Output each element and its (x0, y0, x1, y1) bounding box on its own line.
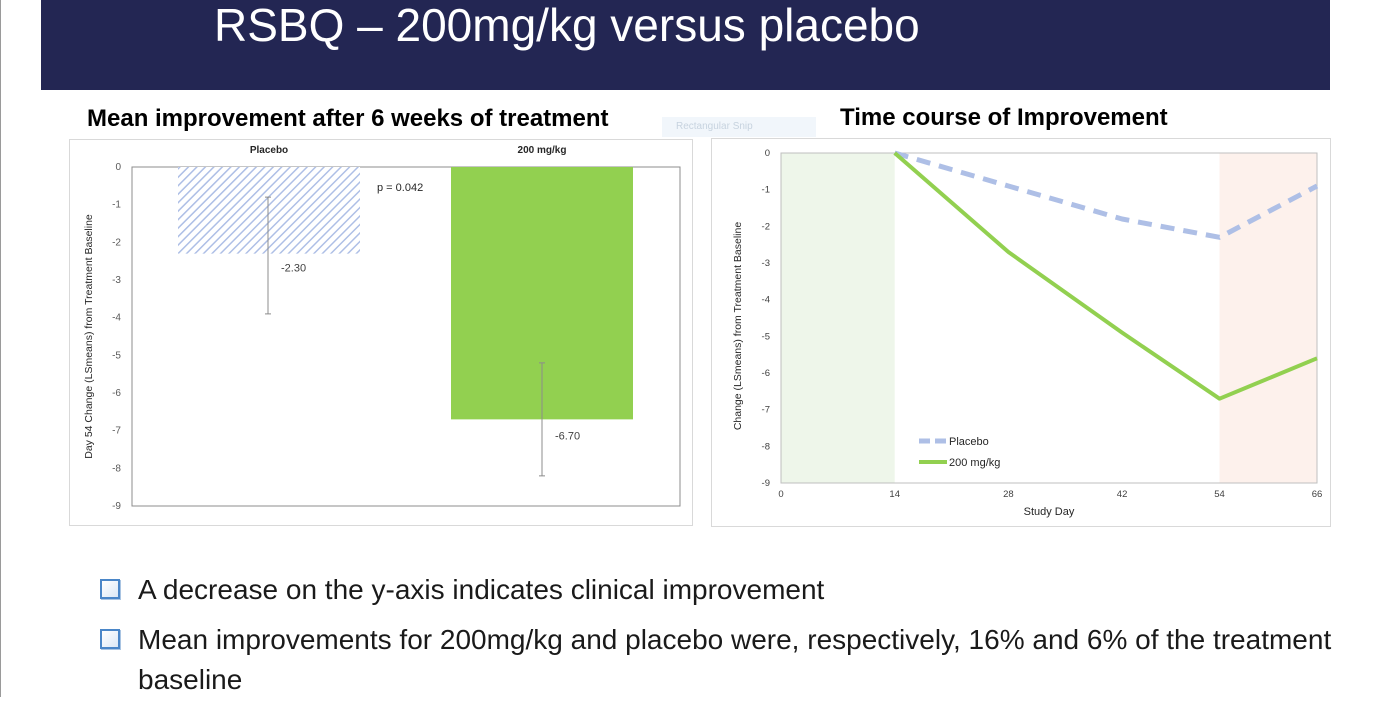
y-tick-label: 0 (115, 162, 121, 173)
shaded-range (781, 153, 895, 483)
x-tick-label: 28 (1003, 489, 1014, 500)
line-chart-svg: 0 -1 -2 -3 -4 -5 -6 -7 -8 -9 0 14 28 42 54 66 Study Day C… (732, 148, 1323, 518)
y-axis-label: Change (LSmeans) from Treatment Baseline (732, 222, 744, 431)
x-tick-label: 14 (889, 489, 900, 500)
plot-area (131, 166, 681, 507)
rectangular-snip-overlay: Rectangular Snip (662, 117, 816, 137)
shaded-range (1219, 153, 1317, 483)
category-label: 200 mg/kg (518, 145, 567, 156)
bullet-text: Mean improvements for 200mg/kg and place… (138, 624, 1332, 695)
bullet-list: A decrease on the y-axis indicates clini… (100, 570, 1340, 710)
y-tick-label: -3 (762, 258, 770, 269)
x-tick-label: 42 (1117, 489, 1128, 500)
y-tick-label: -3 (112, 275, 121, 286)
right-chart-title: Time course of Improvement (840, 104, 1168, 131)
x-tick-label: 66 (1312, 489, 1323, 500)
bullet-item: Mean improvements for 200mg/kg and place… (100, 620, 1340, 700)
plot-area (780, 152, 1318, 484)
legend-label: Placebo (949, 436, 989, 448)
y-tick-label: -5 (112, 350, 121, 361)
category-label: Placebo (250, 145, 288, 156)
y-tick-label: -2 (762, 221, 770, 232)
bullet-text: A decrease on the y-axis indicates clini… (138, 574, 825, 605)
y-tick-label: -8 (762, 441, 770, 452)
line-chart: 0 -1 -2 -3 -4 -5 -6 -7 -8 -9 0 14 28 42 54 66 Study Day C… (711, 138, 1331, 527)
y-tick-label: -1 (762, 185, 770, 196)
left-chart-title: Mean improvement after 6 weeks of treatm… (87, 105, 609, 132)
y-tick-label: -5 (762, 331, 770, 342)
y-tick-label: -6 (762, 368, 770, 379)
y-tick-label: -2 (112, 237, 121, 248)
x-axis-label: Study Day (1024, 506, 1075, 518)
y-tick-label: -9 (112, 501, 121, 512)
y-tick-label: -6 (112, 388, 121, 399)
y-tick-label: -7 (762, 405, 770, 416)
data-label: -2.30 (281, 263, 306, 275)
y-tick-label: -9 (762, 478, 770, 489)
bar-chart-svg: 0 -1 -2 -3 -4 -5 -6 -7 -8 -9 Day 54 Change (LSmean… (83, 145, 681, 512)
p-value-annotation: p = 0.042 (377, 182, 423, 194)
checkbox-bullet-icon (100, 629, 120, 649)
y-tick-label: -4 (112, 313, 121, 324)
x-tick-label: 54 (1214, 489, 1225, 500)
y-tick-label: -4 (762, 295, 770, 306)
data-label: -6.70 (555, 430, 580, 442)
slide-left-edge (0, 0, 1, 697)
y-tick-label: -1 (112, 200, 121, 211)
y-axis-label: Day 54 Change (LSmeans) from Treatment B… (83, 214, 95, 459)
series-line-200mg-kg (893, 151, 1318, 401)
series-line-placebo (894, 150, 1319, 240)
legend-label: 200 mg/kg (949, 457, 1000, 469)
y-tick-label: 0 (765, 148, 770, 159)
slide-title: RSBQ – 200mg/kg versus placebo (214, 0, 920, 51)
checkbox-bullet-icon (100, 579, 120, 599)
y-tick-label: -7 (112, 426, 121, 437)
bar-placebo (178, 167, 360, 254)
title-banner: RSBQ – 200mg/kg versus placebo (41, 0, 1330, 90)
y-tick-label: -8 (112, 463, 121, 474)
bar-chart: 0 -1 -2 -3 -4 -5 -6 -7 -8 -9 Day 54 Change (LSmean… (69, 139, 693, 526)
bullet-item: A decrease on the y-axis indicates clini… (100, 570, 1340, 610)
x-tick-label: 0 (778, 489, 783, 500)
